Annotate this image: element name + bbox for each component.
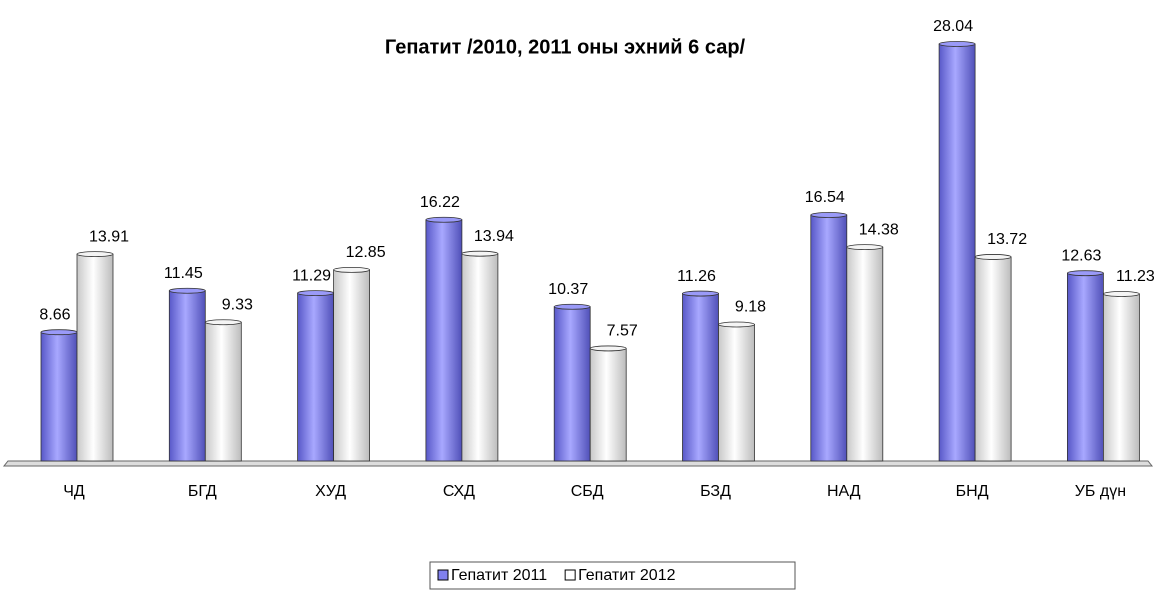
bar-part	[1067, 272, 1104, 462]
bar	[204, 319, 242, 462]
legend-label: Гепатит 2012	[578, 567, 675, 584]
data-label: 11.29	[292, 267, 331, 284]
bar-part	[1103, 293, 1140, 462]
bar-part	[589, 348, 627, 462]
data-label: 13.91	[89, 228, 129, 245]
bar-part	[204, 319, 242, 326]
data-label: 7.57	[607, 323, 638, 340]
data-label: 9.18	[735, 299, 766, 316]
bar-part	[40, 331, 78, 462]
x-tick-label: БГД	[188, 483, 217, 500]
bar	[718, 321, 755, 462]
legend-swatch	[437, 569, 449, 581]
data-label: 10.37	[548, 281, 588, 298]
data-label: 14.38	[859, 221, 899, 238]
bar-part	[333, 266, 371, 273]
bar	[974, 254, 1012, 462]
bar-part	[553, 303, 591, 310]
bar-part	[718, 321, 755, 328]
data-label: 13.94	[474, 228, 514, 245]
data-label: 9.33	[222, 296, 253, 313]
x-tick-label: СХД	[443, 483, 475, 500]
x-tick-label: НАД	[827, 483, 861, 500]
data-label: 12.63	[1061, 247, 1101, 264]
bar-part	[810, 212, 848, 218]
bar-part	[76, 251, 114, 258]
bar	[461, 250, 499, 462]
data-label: 8.66	[39, 306, 70, 323]
data-label: 28.04	[933, 18, 973, 35]
bar-part	[76, 253, 114, 462]
x-tick-label: БНД	[956, 483, 989, 500]
bar	[1103, 291, 1140, 462]
bar	[938, 41, 976, 462]
bar-part	[589, 345, 627, 352]
bar	[682, 290, 719, 462]
bar-part	[1103, 291, 1140, 297]
bar-part	[846, 246, 884, 462]
bar-part	[718, 324, 755, 462]
data-label: 13.72	[987, 231, 1027, 248]
bar-part	[333, 269, 371, 462]
floor	[2, 460, 1154, 467]
bar-part	[682, 290, 719, 297]
bar-part	[1067, 270, 1104, 277]
bar-part	[461, 250, 499, 257]
data-label: 16.22	[420, 194, 460, 211]
x-tick-label: СБД	[571, 483, 604, 500]
bar	[553, 303, 591, 462]
data-label: 11.23	[1116, 268, 1154, 285]
legend-swatch	[564, 569, 576, 581]
bar	[810, 212, 848, 462]
x-tick-label: ЧД	[63, 483, 85, 500]
legend-label: Гепатит 2011	[451, 567, 547, 584]
bar-part	[974, 254, 1012, 260]
bar-part	[204, 321, 242, 462]
bar	[333, 266, 371, 462]
data-label: 12.85	[346, 244, 386, 261]
bar	[589, 345, 627, 462]
bar-part	[297, 290, 335, 296]
legend	[429, 561, 796, 590]
bar	[76, 251, 114, 462]
bar-part	[553, 306, 591, 462]
bar-part	[938, 43, 976, 462]
bar-part	[810, 214, 848, 462]
bar-part	[682, 293, 719, 462]
bar-part	[425, 219, 463, 462]
x-tick-label: ХУД	[315, 483, 346, 500]
bar-part	[425, 216, 463, 223]
x-tick-label: УБ дүн	[1075, 483, 1126, 500]
bar-part	[168, 290, 206, 462]
bar	[425, 216, 463, 462]
bar	[168, 287, 206, 462]
bar-part	[938, 41, 976, 47]
bar-part	[168, 287, 206, 294]
bar	[297, 290, 335, 462]
bar-part	[846, 244, 884, 251]
bar-part	[974, 256, 1012, 462]
chart-title: Гепатит /2010, 2011 оны эхний 6 сар/	[385, 36, 746, 58]
bar-part	[461, 253, 499, 462]
x-tick-label: БЗД	[700, 483, 731, 500]
data-label: 11.26	[677, 268, 716, 285]
data-label: 16.54	[805, 189, 845, 206]
data-label: 11.45	[164, 265, 203, 282]
bar	[40, 329, 78, 462]
bar	[846, 244, 884, 462]
bar-part	[297, 292, 335, 462]
bar	[1067, 270, 1104, 462]
bar-part	[40, 329, 78, 336]
